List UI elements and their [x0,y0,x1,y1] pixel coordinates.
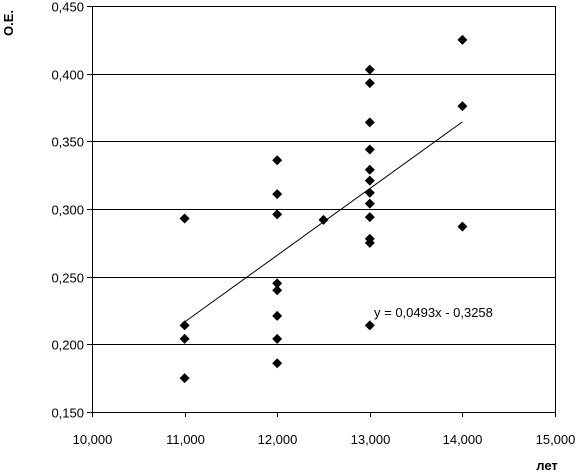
data-point [272,155,283,166]
y-tick-label: 0,150 [51,406,84,421]
data-point [179,213,190,224]
data-point [364,64,375,75]
x-axis-title: лет [536,458,558,472]
x-tick-label: 13,000 [351,432,391,447]
data-point [272,209,283,220]
data-point [272,285,283,296]
data-point [179,320,190,331]
data-point [179,373,190,384]
data-point [364,187,375,198]
y-tick-label: 0,250 [51,271,84,286]
x-tick-label: 15,000 [536,432,576,447]
y-tick-label: 0,400 [51,68,84,83]
data-point [318,214,329,225]
data-point [364,144,375,155]
y-axis-title: О.Е. [1,10,16,36]
data-point [179,333,190,344]
y-tick-label: 0,450 [51,0,84,15]
data-point [457,101,468,112]
data-point [272,278,283,289]
data-points [179,34,468,384]
x-tick-label: 12,000 [258,432,298,447]
y-tick-label: 0,300 [51,203,84,218]
x-tick-label: 14,000 [443,432,483,447]
data-point [364,78,375,89]
data-point [364,212,375,223]
trendline-equation: y = 0,0493x - 0,3258 [374,305,493,320]
data-point [364,175,375,186]
x-tick-label: 10,000 [73,432,113,447]
data-point [272,310,283,321]
y-tick-label: 0,200 [51,338,84,353]
data-point [272,189,283,200]
data-point [364,237,375,248]
data-point [364,117,375,128]
data-point [272,358,283,369]
x-tick-label: 11,000 [166,432,205,447]
data-point [364,320,375,331]
y-tick-label: 0,350 [51,135,84,150]
data-point [272,333,283,344]
data-point [457,34,468,45]
plot-area [92,6,556,413]
data-point [364,164,375,175]
data-point [364,198,375,209]
grid-lines [92,74,555,345]
data-point [457,221,468,232]
axis-ticks: 0,150 0,200 0,250 0,300 0,350 0,400 0,450 10,00… [51,0,575,447]
